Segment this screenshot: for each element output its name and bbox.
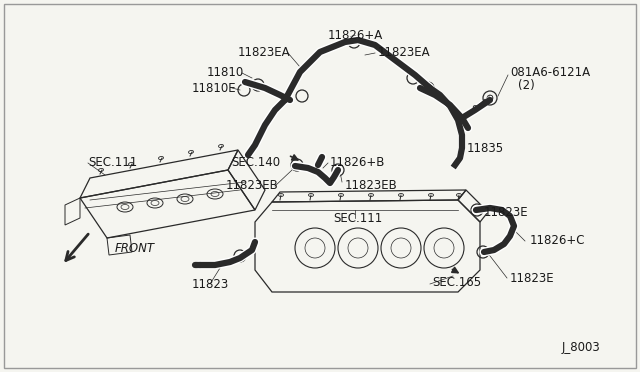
Text: (2): (2) <box>518 78 535 92</box>
Text: 11823: 11823 <box>191 279 228 292</box>
Text: 11826+C: 11826+C <box>530 234 586 247</box>
Text: 11826+A: 11826+A <box>328 29 383 42</box>
Text: 11826+B: 11826+B <box>330 155 385 169</box>
Text: J_8003: J_8003 <box>561 341 600 355</box>
Text: D: D <box>488 95 493 101</box>
Text: 11823EA: 11823EA <box>378 45 431 58</box>
Text: SEC.111: SEC.111 <box>333 212 383 224</box>
Text: 11823E: 11823E <box>484 205 529 218</box>
Text: 11835: 11835 <box>467 141 504 154</box>
Text: 11823EB: 11823EB <box>225 179 278 192</box>
Text: 081A6-6121A: 081A6-6121A <box>510 65 590 78</box>
Text: SEC.111: SEC.111 <box>88 155 137 169</box>
Text: 11823EA: 11823EA <box>237 45 290 58</box>
Text: SEC.140: SEC.140 <box>231 155 280 169</box>
Text: SEC.165: SEC.165 <box>432 276 481 289</box>
Text: 11823EB: 11823EB <box>345 179 397 192</box>
Text: 11810E: 11810E <box>191 81 236 94</box>
Text: 11810: 11810 <box>207 65 244 78</box>
Text: FRONT: FRONT <box>115 241 155 254</box>
Text: 11823E: 11823E <box>510 272 555 285</box>
